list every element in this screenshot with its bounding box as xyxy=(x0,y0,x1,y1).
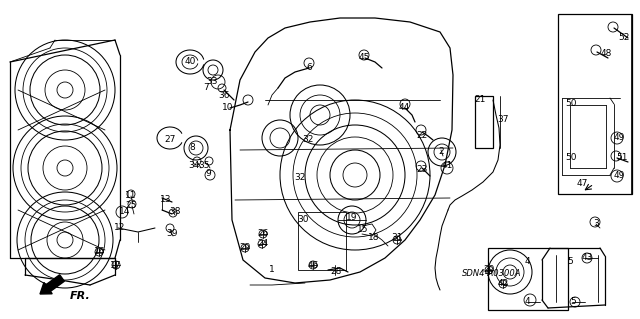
Text: 27: 27 xyxy=(164,136,176,145)
Text: 3: 3 xyxy=(593,219,599,228)
Text: 5: 5 xyxy=(567,257,573,266)
Text: 50: 50 xyxy=(565,100,577,108)
Text: 31: 31 xyxy=(391,234,403,242)
Text: 49: 49 xyxy=(613,133,625,143)
Text: 22: 22 xyxy=(417,131,428,140)
Text: 43: 43 xyxy=(581,254,593,263)
Text: 26: 26 xyxy=(257,229,269,239)
Text: 17: 17 xyxy=(110,261,122,270)
Text: 46: 46 xyxy=(307,261,319,270)
Text: 39: 39 xyxy=(166,229,178,239)
Bar xyxy=(475,96,493,148)
Text: 35: 35 xyxy=(198,160,210,169)
Text: 13: 13 xyxy=(160,196,172,204)
Text: 9: 9 xyxy=(205,168,211,177)
Text: 5: 5 xyxy=(570,298,576,307)
Text: 45: 45 xyxy=(358,54,370,63)
Text: 16: 16 xyxy=(94,248,106,256)
Text: 23: 23 xyxy=(416,166,428,174)
Text: 52: 52 xyxy=(618,33,630,42)
Text: 37: 37 xyxy=(497,115,509,124)
Text: SDN4-A0300A: SDN4-A0300A xyxy=(462,270,522,278)
Text: 48: 48 xyxy=(600,49,612,58)
Text: 30: 30 xyxy=(297,216,308,225)
Text: 32: 32 xyxy=(302,136,314,145)
Text: 8: 8 xyxy=(189,144,195,152)
Text: 51: 51 xyxy=(616,153,628,162)
Text: 36: 36 xyxy=(218,91,230,100)
Text: 29: 29 xyxy=(239,243,251,253)
Text: 24: 24 xyxy=(257,240,269,249)
Bar xyxy=(488,248,568,310)
Text: FR.: FR. xyxy=(70,291,91,301)
Text: 34: 34 xyxy=(188,160,200,169)
Text: 25: 25 xyxy=(125,202,137,211)
Text: 44: 44 xyxy=(398,103,410,113)
Text: 47: 47 xyxy=(576,180,588,189)
Text: 1: 1 xyxy=(269,265,275,275)
Text: 10: 10 xyxy=(222,103,234,113)
Text: 7: 7 xyxy=(203,84,209,93)
Bar xyxy=(298,212,346,270)
Text: 18: 18 xyxy=(368,234,380,242)
Text: 38: 38 xyxy=(169,207,180,217)
Text: 50: 50 xyxy=(565,153,577,162)
Text: 14: 14 xyxy=(119,207,131,217)
Text: 42: 42 xyxy=(497,279,509,288)
Text: 4: 4 xyxy=(524,257,530,266)
Text: 11: 11 xyxy=(125,191,137,201)
Text: 40: 40 xyxy=(184,57,196,66)
Text: 15: 15 xyxy=(357,226,369,234)
Text: 21: 21 xyxy=(474,95,486,105)
Text: 20: 20 xyxy=(483,265,495,275)
Text: 49: 49 xyxy=(613,172,625,181)
Text: 33: 33 xyxy=(206,78,218,86)
Text: 41: 41 xyxy=(442,160,452,169)
Text: 32: 32 xyxy=(294,174,306,182)
Bar xyxy=(558,14,632,194)
FancyArrow shape xyxy=(40,275,65,294)
Text: 19: 19 xyxy=(346,213,358,222)
Text: 12: 12 xyxy=(115,224,125,233)
Text: 4: 4 xyxy=(524,298,530,307)
Text: 6: 6 xyxy=(306,63,312,72)
Text: 28: 28 xyxy=(330,268,342,277)
Text: 2: 2 xyxy=(438,147,444,157)
